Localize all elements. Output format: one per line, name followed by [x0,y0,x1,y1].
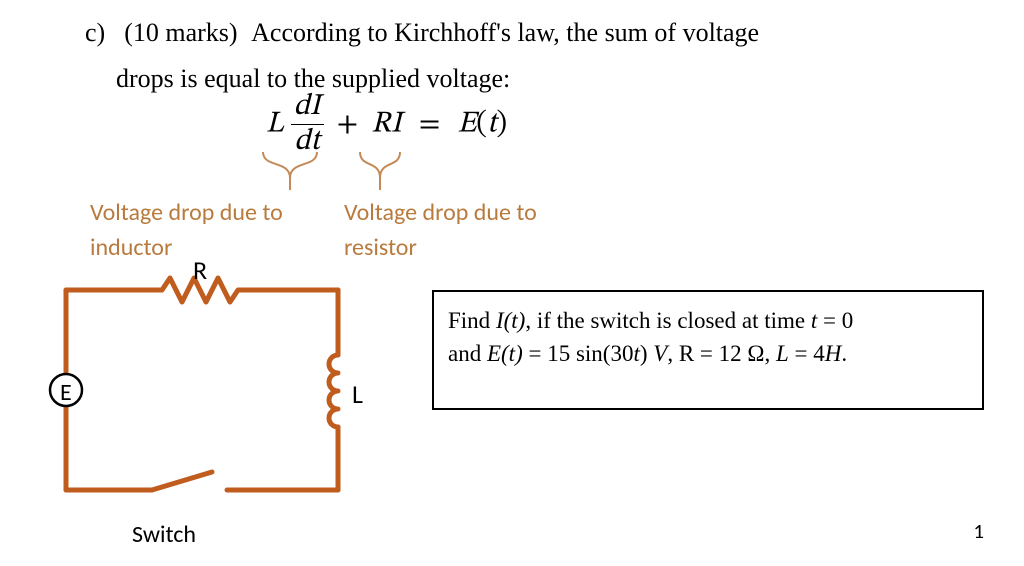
question-text-1: According to Kirchhoff's law, the sum of… [251,18,759,47]
pb-p1: Find [448,308,496,333]
pb-L: L [776,341,789,366]
pb-Et: E(t) [487,341,523,366]
circuit-label-switch: Switch [132,520,196,549]
eq-E: E [457,110,476,140]
question-text-2: drops is equal to the supplied voltage: [116,64,510,93]
annotation-right-line1: Voltage drop due to [344,196,537,231]
problem-box: Find I(t), if the switch is closed at ti… [432,290,984,410]
annotation-right: Voltage drop due to resistor [344,196,537,266]
annotation-left: Voltage drop due to inductor [90,196,283,266]
question-line-1: c) (10 marks) According to Kirchhoff's l… [85,14,945,52]
eq-L: L [266,110,284,140]
eq-t: t [487,110,496,140]
eq-equals: = [409,110,451,140]
eq-plus: + [331,110,365,140]
pb-p9: . [841,341,847,366]
pb-p8: = 4 [789,341,825,366]
eq-RI: RI [371,110,401,140]
circuit-label-R: R [193,254,207,286]
annotation-left-line1: Voltage drop due to [90,196,283,231]
pb-p7: , R = 12 Ω, [667,341,776,366]
eq-frac-num: dI [291,92,324,124]
circuit-diagram [42,260,382,540]
pb-V: V [653,341,667,366]
eq-paren-close: ) [496,110,507,140]
pb-It: I(t) [496,308,525,333]
question-label: c) [85,18,105,47]
eq-paren-open: ( [476,110,487,140]
pb-p2: , if the switch is closed at time [525,308,811,333]
pb-p6: ) [640,341,653,366]
page-number: 1 [973,518,984,544]
circuit-label-E: E [60,378,72,407]
question-marks: (10 marks) [124,18,237,47]
pb-p4: and [448,341,487,366]
pb-H: H [825,341,842,366]
pb-p3: = 0 [817,308,853,333]
pb-p5: = 15 sin(30 [523,341,634,366]
page-root: c) (10 marks) According to Kirchhoff's l… [0,0,1024,566]
circuit-label-L: L [352,378,363,410]
